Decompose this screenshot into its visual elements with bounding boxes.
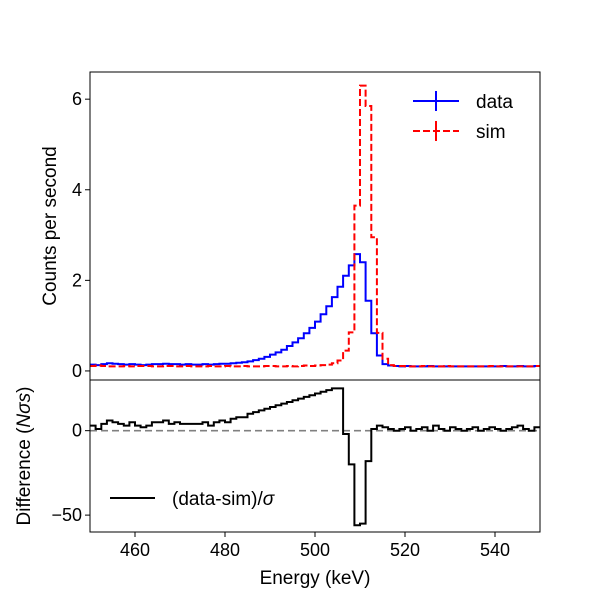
bottom-y-tick-label: 0 xyxy=(72,421,82,441)
sim-series-line xyxy=(90,84,540,368)
x-axis-title: Energy (keV) xyxy=(260,568,371,589)
x-ticks: 460 480 500 520 540 xyxy=(120,532,510,560)
legend-data-label: data xyxy=(476,92,513,113)
legend-item-sim: sim xyxy=(413,121,506,143)
bottom-axes-frame xyxy=(89,379,541,533)
bottom-y-axis-title: Difference (Nσs) xyxy=(14,387,35,526)
bottom-y-tick-label: −50 xyxy=(51,505,82,525)
bottom-panel: 0 −50 460 480 500 520 540 Difference (Nσs) En… xyxy=(14,379,541,589)
top-y-tick-label: 6 xyxy=(72,89,82,109)
x-tick-label: 540 xyxy=(480,540,510,560)
legend-diff-label-sigma: σ xyxy=(263,489,276,510)
legend-diff-label: (data-sim)/σ xyxy=(172,489,276,510)
top-panel: 0 2 4 6 Counts per second data sim xyxy=(40,71,541,381)
legend-sim-label: sim xyxy=(476,122,506,143)
top-legend: data sim xyxy=(413,91,513,143)
top-y-axis-title: Counts per second xyxy=(40,146,61,306)
bottom-y-title-prefix: Difference ( xyxy=(14,427,35,526)
top-axes-frame xyxy=(89,71,541,381)
top-y-tick-label: 2 xyxy=(72,270,82,290)
x-tick-label: 500 xyxy=(300,540,330,560)
top-y-tick-label: 0 xyxy=(72,361,82,381)
x-tick-label: 480 xyxy=(210,540,240,560)
x-tick-label: 460 xyxy=(120,540,150,560)
x-tick-label: 520 xyxy=(390,540,420,560)
difference-series-line xyxy=(90,387,540,527)
bottom-y-title-sigma: Nσs xyxy=(14,392,35,427)
bottom-legend: (data-sim)/σ xyxy=(110,489,276,510)
bottom-y-title-suffix: ) xyxy=(14,387,35,393)
data-series-line xyxy=(90,253,540,368)
top-y-ticks: 0 2 4 6 xyxy=(72,89,90,381)
legend-diff-label-prefix: (data-sim)/ xyxy=(172,489,264,510)
top-y-tick-label: 4 xyxy=(72,180,82,200)
bottom-y-ticks: 0 −50 xyxy=(51,421,90,525)
legend-item-data: data xyxy=(413,91,513,113)
